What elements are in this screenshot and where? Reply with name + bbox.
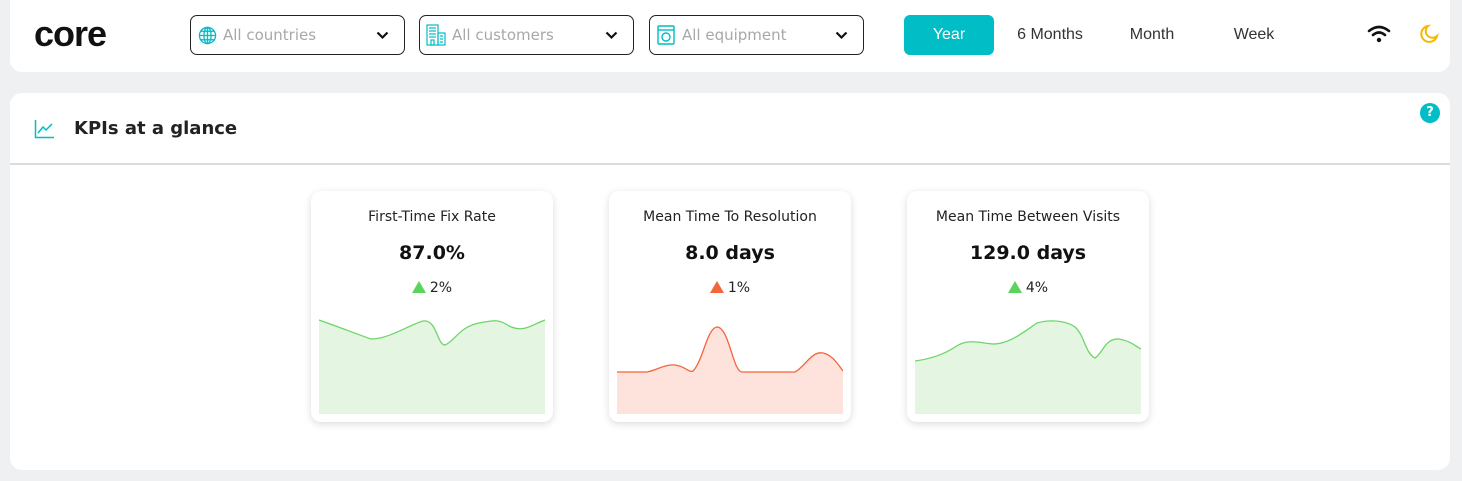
period-week-button[interactable]: Week — [1233, 26, 1275, 43]
kpi-value: 8.0 days — [685, 242, 775, 264]
kpi-title: Mean Time Between Visits — [935, 209, 1121, 225]
moon-icon[interactable] — [1419, 24, 1439, 48]
kpi-card-mean-time-to-resolution[interactable]: Mean Time To Resolution 8.0 days 1% — [609, 191, 851, 422]
kpi-panel: KPIs at a glance ? First-Time Fix Rate 8… — [10, 93, 1450, 470]
customers-select-value: All customers — [452, 26, 554, 44]
triangle-up-icon — [709, 281, 724, 293]
kpi-card-mean-time-between-visits[interactable]: Mean Time Between Visits 129.0 days 4% — [907, 191, 1149, 422]
customers-select[interactable]: All customers — [419, 15, 634, 55]
countries-select[interactable]: All countries — [190, 15, 405, 55]
equipment-select-value: All equipment — [682, 26, 787, 44]
top-bar: core All countries All customers All equ… — [10, 0, 1450, 72]
kpi-title: Mean Time To Resolution — [643, 209, 817, 225]
kpi-delta: 2% — [311, 280, 553, 296]
chevron-down-icon — [831, 31, 851, 40]
sparkline-chart — [915, 320, 1141, 414]
panel-title: KPIs at a glance — [74, 118, 238, 139]
wifi-icon[interactable] — [1367, 24, 1391, 48]
kpi-panel-header: KPIs at a glance ? — [10, 93, 1450, 165]
buildings-icon — [426, 24, 446, 46]
countries-select-value: All countries — [223, 26, 317, 44]
period-month-button[interactable]: Month — [1129, 26, 1175, 43]
line-chart-icon — [34, 119, 55, 143]
kpi-delta: 4% — [907, 280, 1149, 296]
period-selector: Year 6 Months Month Week — [904, 15, 1310, 55]
kpi-title: First-Time Fix Rate — [368, 209, 496, 225]
triangle-up-icon — [411, 281, 426, 293]
globe-icon — [197, 25, 217, 45]
kpi-delta: 1% — [609, 280, 851, 296]
sparkline-chart — [319, 319, 545, 414]
triangle-up-icon — [1007, 281, 1022, 293]
kpi-card-first-time-fix-rate[interactable]: First-Time Fix Rate 87.0% 2% — [311, 191, 553, 422]
sparkline-chart — [617, 326, 843, 414]
period-year-button[interactable]: Year — [904, 15, 994, 55]
period-6-months-button[interactable]: 6 Months — [1017, 26, 1083, 43]
washing-machine-icon — [656, 25, 676, 45]
chevron-down-icon — [372, 31, 392, 40]
help-icon[interactable]: ? — [1420, 103, 1440, 123]
equipment-select[interactable]: All equipment — [649, 15, 864, 55]
kpi-value: 129.0 days — [969, 242, 1087, 264]
kpi-value: 87.0% — [399, 242, 465, 264]
chevron-down-icon — [601, 31, 621, 40]
logo: core — [34, 13, 107, 54]
